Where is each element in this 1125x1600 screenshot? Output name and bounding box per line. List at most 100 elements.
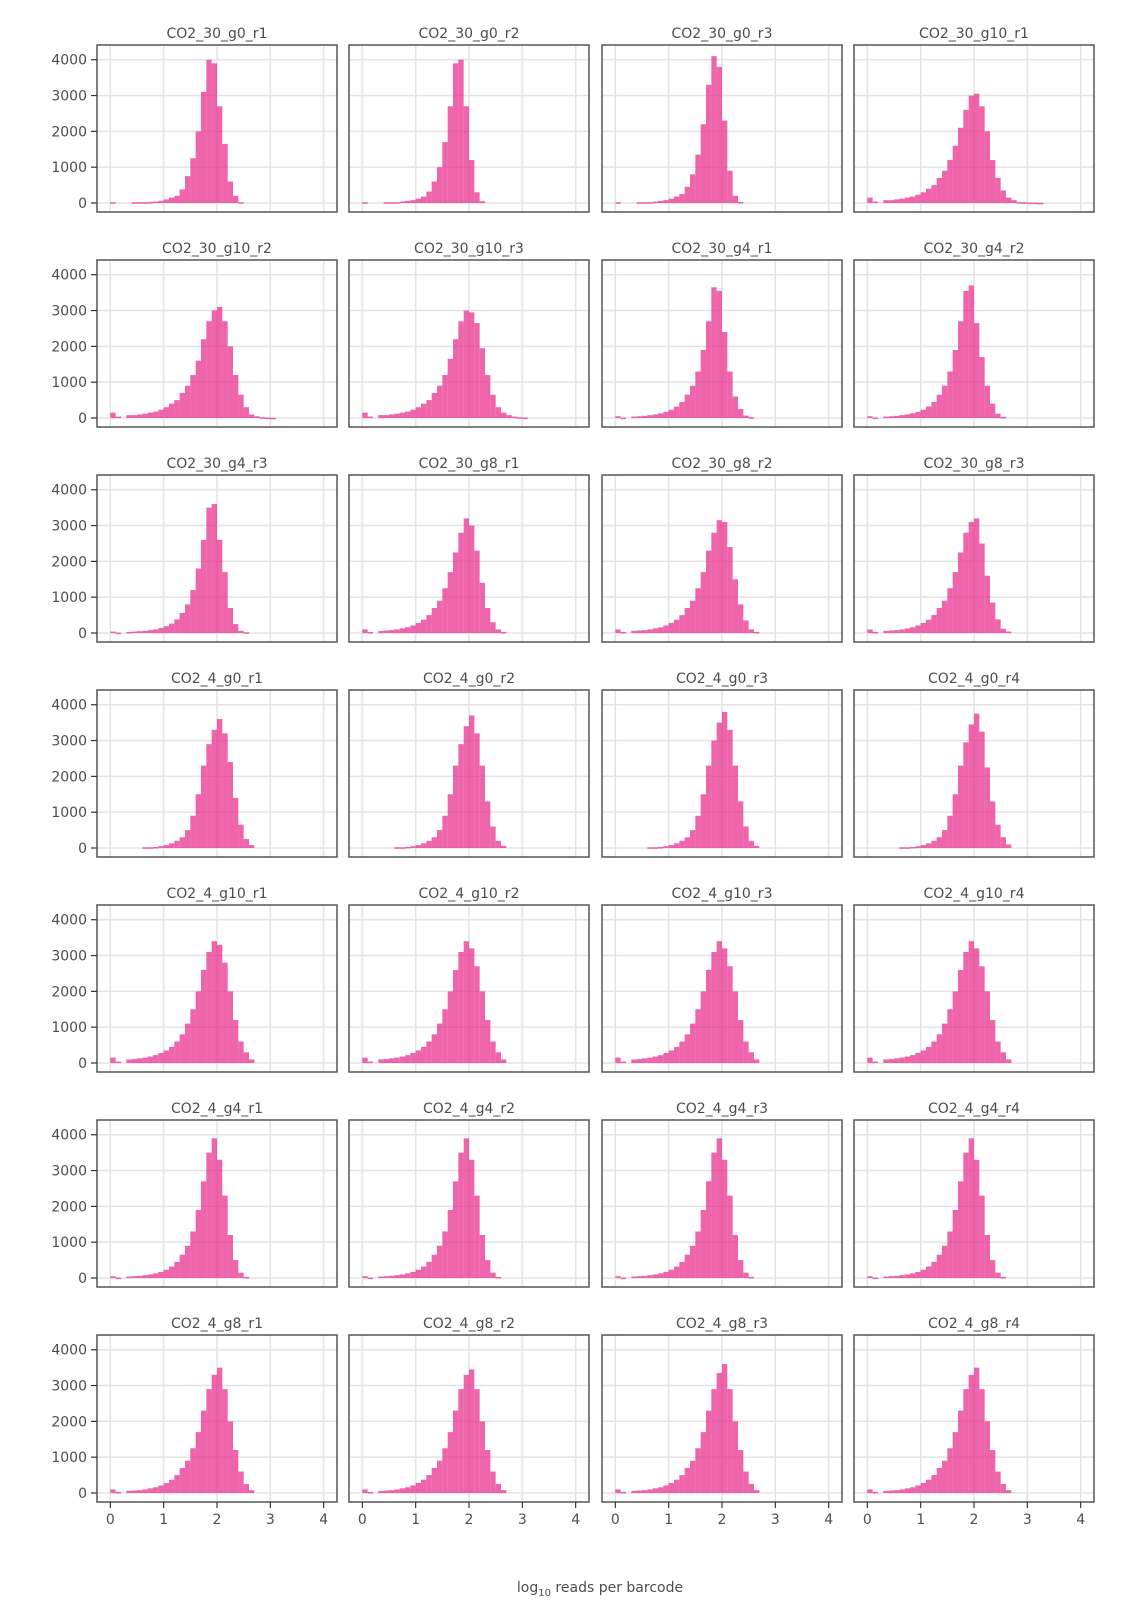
facet-title: CO2_4_g0_r2 [423, 671, 515, 687]
histogram-bar [942, 1460, 948, 1493]
histogram-bar [394, 629, 400, 633]
histogram-bar [469, 948, 475, 1063]
histogram-bar [469, 715, 475, 848]
histogram-bar [238, 630, 244, 633]
x-tick-label: 2 [213, 1512, 222, 1528]
histogram-bar [126, 1276, 132, 1279]
histogram-bar [185, 1245, 191, 1278]
histogram-bar [437, 830, 443, 848]
histogram-bar [501, 1490, 507, 1493]
histogram-bar [904, 1274, 910, 1278]
histogram-bar [963, 290, 969, 418]
histogram-bar [415, 1050, 421, 1063]
y-tick-label: 3000 [51, 89, 87, 105]
y-tick-label: 3000 [51, 519, 87, 535]
histogram-bar [990, 1450, 996, 1493]
histogram-bar [211, 1138, 217, 1278]
histogram-bar [211, 941, 217, 1063]
histogram-bar [147, 412, 153, 418]
histogram-bar [738, 604, 744, 633]
histogram-bar [233, 195, 239, 203]
histogram-bar [695, 1231, 701, 1278]
histogram-bar [974, 713, 980, 848]
histogram-bar [963, 1389, 969, 1493]
histogram-bar [711, 1389, 717, 1493]
histogram-bar [711, 56, 717, 203]
histogram-bar [185, 176, 191, 203]
y-tick-label: 3000 [51, 1379, 87, 1395]
histogram-bar [394, 1489, 400, 1493]
histogram-bar [1000, 1276, 1006, 1279]
histogram-bar [920, 622, 926, 633]
histogram-bar [431, 1034, 437, 1063]
histogram-bar [421, 403, 427, 418]
histogram-bar [883, 200, 889, 203]
histogram-bar [995, 619, 1001, 633]
histogram-bar [984, 575, 990, 633]
histogram-bar [979, 731, 985, 848]
histogram-bar [867, 197, 873, 203]
histogram-bar [1027, 202, 1033, 205]
histogram-bar [474, 323, 480, 418]
histogram-bar [453, 969, 459, 1063]
histogram-bar [506, 415, 512, 418]
x-tick-label: 0 [358, 1512, 367, 1528]
histogram-bar [968, 285, 974, 418]
histogram-bar [431, 1254, 437, 1278]
histogram-bar [169, 1266, 175, 1278]
histogram-bar [190, 1448, 196, 1493]
histogram-bar [872, 417, 878, 420]
histogram-bar [716, 66, 722, 203]
histogram-bar [378, 630, 384, 633]
histogram-bar [458, 951, 464, 1063]
histogram-bar [437, 1023, 443, 1063]
histogram-bar [1000, 837, 1006, 848]
histogram-bar [658, 846, 664, 849]
facet-panel: CO2_4_g4_r4 [853, 1101, 1095, 1288]
histogram-bar [222, 1389, 228, 1493]
histogram-bar [174, 400, 180, 418]
histogram-bar [190, 375, 196, 418]
histogram-bar [910, 1487, 916, 1493]
histogram-bar [894, 1058, 900, 1063]
histogram-bar [442, 1448, 448, 1493]
histogram-bar [700, 1209, 706, 1278]
histogram-bar [931, 615, 937, 633]
histogram-bar [984, 131, 990, 203]
histogram-bar [674, 196, 680, 203]
histogram-bar [706, 1410, 712, 1493]
histogram-bar [727, 170, 733, 203]
histogram-bar [201, 339, 207, 418]
histogram-bar [399, 1488, 405, 1493]
histogram-bar [1006, 1490, 1012, 1493]
histogram-bar [958, 1410, 964, 1493]
histogram-bar [652, 1488, 658, 1493]
histogram-bar [732, 195, 738, 203]
histogram-bar [979, 106, 985, 203]
y-tick-label: 4000 [51, 53, 87, 69]
histogram-bar [163, 1050, 169, 1063]
histogram-bar [479, 201, 485, 203]
histogram-bar [695, 1009, 701, 1063]
histogram-bar [716, 941, 722, 1063]
histogram-bar [153, 1273, 159, 1278]
histogram-bar [615, 1489, 621, 1493]
histogram-bar [722, 1159, 728, 1278]
histogram-bar [383, 1276, 389, 1278]
histogram-bar [915, 846, 921, 848]
histogram-bar [490, 622, 496, 633]
histogram-bar [174, 195, 180, 203]
histogram-bar [421, 619, 427, 633]
histogram-bar [453, 63, 459, 204]
histogram-bar [431, 392, 437, 418]
histogram-bar [233, 1020, 239, 1063]
histogram-bar [888, 1276, 894, 1278]
histogram-bar [920, 845, 926, 848]
histogram-bar [110, 1276, 116, 1278]
panel-frame [348, 44, 590, 213]
histogram-bar [190, 158, 196, 203]
histogram-bar [399, 412, 405, 418]
histogram-bar [474, 1195, 480, 1278]
histogram-bar [743, 415, 749, 418]
histogram-bar [872, 1061, 878, 1064]
